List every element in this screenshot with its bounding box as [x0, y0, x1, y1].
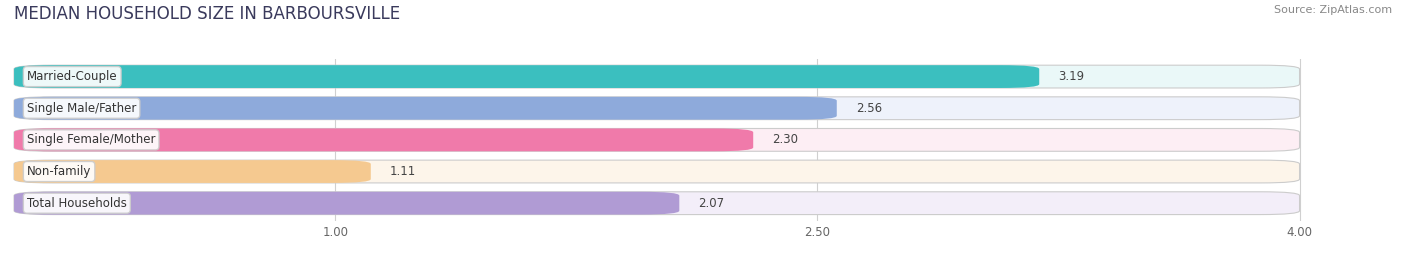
FancyBboxPatch shape	[14, 129, 754, 151]
Text: 2.07: 2.07	[699, 197, 724, 210]
FancyBboxPatch shape	[14, 129, 1299, 151]
Text: 2.56: 2.56	[856, 102, 882, 115]
FancyBboxPatch shape	[14, 192, 1299, 215]
FancyBboxPatch shape	[14, 65, 1039, 88]
FancyBboxPatch shape	[14, 97, 1299, 120]
Text: 2.30: 2.30	[772, 133, 799, 146]
Text: Total Households: Total Households	[27, 197, 127, 210]
Text: Source: ZipAtlas.com: Source: ZipAtlas.com	[1274, 5, 1392, 15]
FancyBboxPatch shape	[14, 160, 1299, 183]
FancyBboxPatch shape	[14, 160, 371, 183]
Text: Married-Couple: Married-Couple	[27, 70, 118, 83]
Text: MEDIAN HOUSEHOLD SIZE IN BARBOURSVILLE: MEDIAN HOUSEHOLD SIZE IN BARBOURSVILLE	[14, 5, 401, 23]
Text: 3.19: 3.19	[1059, 70, 1084, 83]
Text: Single Male/Father: Single Male/Father	[27, 102, 136, 115]
Text: Single Female/Mother: Single Female/Mother	[27, 133, 156, 146]
Text: Non-family: Non-family	[27, 165, 91, 178]
FancyBboxPatch shape	[14, 65, 1299, 88]
FancyBboxPatch shape	[14, 97, 837, 120]
Text: 1.11: 1.11	[389, 165, 416, 178]
FancyBboxPatch shape	[14, 192, 679, 215]
